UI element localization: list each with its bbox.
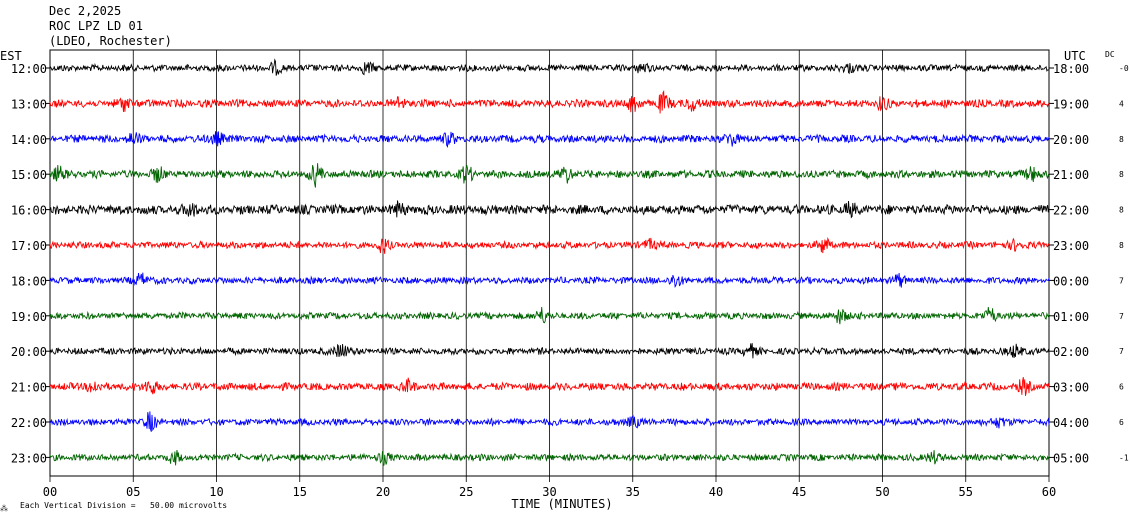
- dc-value-0: -0: [1119, 64, 1129, 73]
- utc-label-6: 00:00: [1053, 274, 1089, 288]
- x-tick-label-15: 15: [293, 485, 307, 499]
- utc-label-7: 01:00: [1053, 310, 1089, 324]
- est-label-4: 16:00: [11, 204, 47, 218]
- utc-label-2: 20:00: [1053, 133, 1089, 147]
- est-label-9: 21:00: [11, 381, 47, 395]
- x-tick-label-35: 35: [626, 485, 640, 499]
- footer-mark: ⁂: [0, 504, 8, 513]
- x-tick-label-25: 25: [459, 485, 473, 499]
- est-label-3: 15:00: [11, 168, 47, 182]
- utc-label-8: 02:00: [1053, 345, 1089, 359]
- dc-value-1: 4: [1119, 99, 1124, 108]
- est-label-0: 12:00: [11, 62, 47, 76]
- trace-row-8: [49, 343, 1050, 359]
- utc-label-4: 22:00: [1053, 204, 1089, 218]
- est-label-6: 18:00: [11, 274, 47, 288]
- vertical-scale-note: Each Vertical Division = 50.00 microvolt…: [20, 501, 228, 510]
- x-tick-label-10: 10: [209, 485, 223, 499]
- x-tick-label-50: 50: [875, 485, 889, 499]
- est-label-11: 23:00: [11, 451, 47, 465]
- right-zone-label: UTC: [1064, 49, 1086, 63]
- utc-label-11: 05:00: [1053, 451, 1089, 465]
- utc-label-3: 21:00: [1053, 168, 1089, 182]
- dc-value-6: 7: [1119, 276, 1124, 285]
- trace-row-7: [49, 306, 1050, 325]
- left-zone-label: EST: [0, 49, 22, 63]
- header-date: Dec 2,2025: [49, 4, 122, 18]
- dc-value-3: 8: [1119, 170, 1124, 179]
- dc-value-4: 8: [1119, 206, 1124, 215]
- trace-row-1: [49, 89, 1050, 114]
- header-station: ROC LPZ LD 01: [49, 19, 143, 33]
- header-network: (LDEO, Rochester): [49, 34, 172, 48]
- x-tick-label-05: 05: [126, 485, 140, 499]
- x-tick-label-45: 45: [792, 485, 806, 499]
- dc-value-11: -1: [1119, 453, 1129, 462]
- dc-value-7: 7: [1119, 312, 1124, 321]
- utc-label-5: 23:00: [1053, 239, 1089, 253]
- dc-value-9: 6: [1119, 383, 1124, 392]
- utc-label-9: 03:00: [1053, 381, 1089, 395]
- x-axis-label: TIME (MINUTES): [511, 497, 612, 511]
- x-tick-label-00: 00: [43, 485, 57, 499]
- utc-label-1: 19:00: [1053, 97, 1089, 111]
- dc-label: DC: [1105, 50, 1115, 59]
- dc-value-5: 8: [1119, 241, 1124, 250]
- est-label-5: 17:00: [11, 239, 47, 253]
- utc-label-0: 18:00: [1053, 62, 1089, 76]
- trace-row-6: [49, 272, 1050, 288]
- x-tick-label-20: 20: [376, 485, 390, 499]
- est-label-10: 22:00: [11, 416, 47, 430]
- dc-value-8: 7: [1119, 347, 1124, 356]
- est-label-2: 14:00: [11, 133, 47, 147]
- x-tick-label-30: 30: [542, 485, 556, 499]
- est-label-1: 13:00: [11, 97, 47, 111]
- dc-value-2: 8: [1119, 135, 1124, 144]
- trace-row-9: [49, 377, 1050, 396]
- trace-row-4: [49, 200, 1050, 219]
- trace-row-0: [49, 58, 1049, 76]
- trace-row-2: [49, 131, 1050, 149]
- x-tick-label-60: 60: [1042, 485, 1056, 499]
- trace-row-5: [49, 236, 1050, 254]
- x-tick-label-55: 55: [959, 485, 973, 499]
- utc-label-10: 04:00: [1053, 416, 1089, 430]
- trace-row-10: [49, 411, 1050, 432]
- trace-row-11: [49, 450, 1050, 467]
- trace-row-3: [49, 163, 1050, 188]
- x-tick-label-40: 40: [709, 485, 723, 499]
- est-label-8: 20:00: [11, 345, 47, 359]
- est-label-7: 19:00: [11, 310, 47, 324]
- dc-value-10: 6: [1119, 418, 1124, 427]
